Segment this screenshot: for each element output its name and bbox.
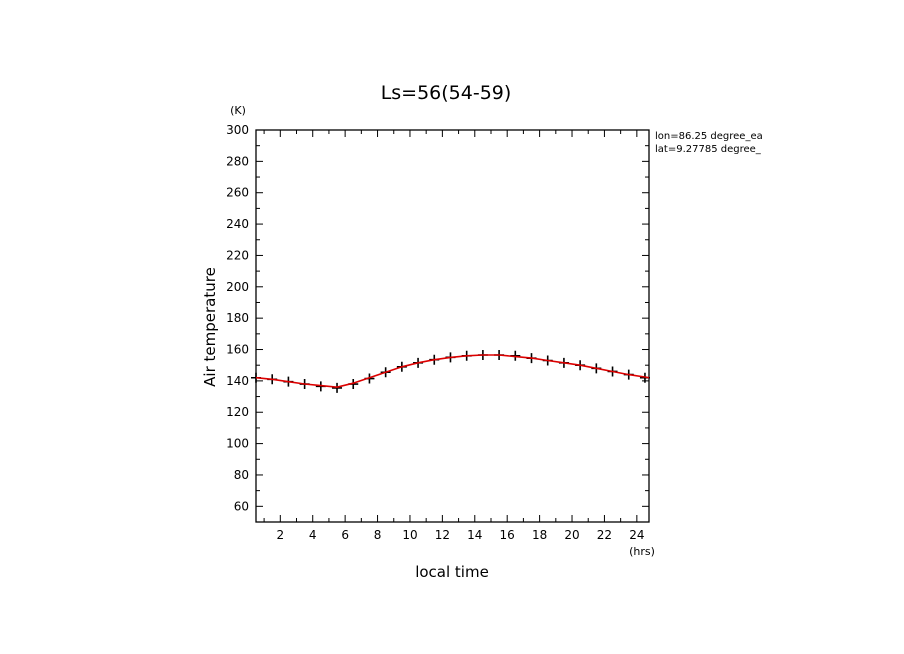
y-tick-label: 200 <box>226 280 249 294</box>
series-markers <box>251 350 650 393</box>
plot-area <box>251 350 650 393</box>
x-tick-label: 16 <box>500 528 515 542</box>
y-tick-label: 180 <box>226 311 249 325</box>
x-tick-label: 4 <box>309 528 317 542</box>
y-axis-label: Air temperature <box>201 267 219 387</box>
x-tick-label: 18 <box>532 528 547 542</box>
axis-ticks <box>256 129 649 523</box>
x-tick-label: 12 <box>435 528 450 542</box>
y-tick-label: 60 <box>234 499 249 513</box>
y-tick-label: 280 <box>226 154 249 168</box>
y-tick-label: 220 <box>226 248 249 262</box>
x-axis-label: local time <box>415 563 489 581</box>
y-tick-label: 80 <box>234 468 249 482</box>
chart-title: Ls=56(54-59) <box>381 82 512 104</box>
y-tick-label: 300 <box>226 123 249 137</box>
annotation-lat: lat=9.27785 degree_ <box>655 144 762 155</box>
x-tick-label: 24 <box>629 528 644 542</box>
x-tick-label: 10 <box>402 528 417 542</box>
tick-labels: 2 4 6 8 10 12 14 16 18 20 22 2460801001201401601802… <box>226 123 644 542</box>
y-tick-label: 120 <box>226 405 249 419</box>
series-line <box>255 354 650 389</box>
y-tick-label: 240 <box>226 217 249 231</box>
y-tick-label: 260 <box>226 186 249 200</box>
x-tick-label: 22 <box>597 528 612 542</box>
x-tick-label: 20 <box>564 528 579 542</box>
annotation-lon: lon=86.25 degree_ea <box>655 131 763 142</box>
plot-frame <box>255 129 650 523</box>
y-tick-label: 100 <box>226 437 249 451</box>
x-axis-unit: (hrs) <box>629 545 655 558</box>
y-tick-label: 140 <box>226 374 249 388</box>
y-tick-label: 160 <box>226 343 249 357</box>
x-tick-label: 2 <box>276 528 284 542</box>
x-tick-label: 14 <box>467 528 482 542</box>
x-tick-label: 8 <box>374 528 382 542</box>
y-axis-unit: (K) <box>230 104 246 117</box>
x-tick-label: 6 <box>341 528 349 542</box>
